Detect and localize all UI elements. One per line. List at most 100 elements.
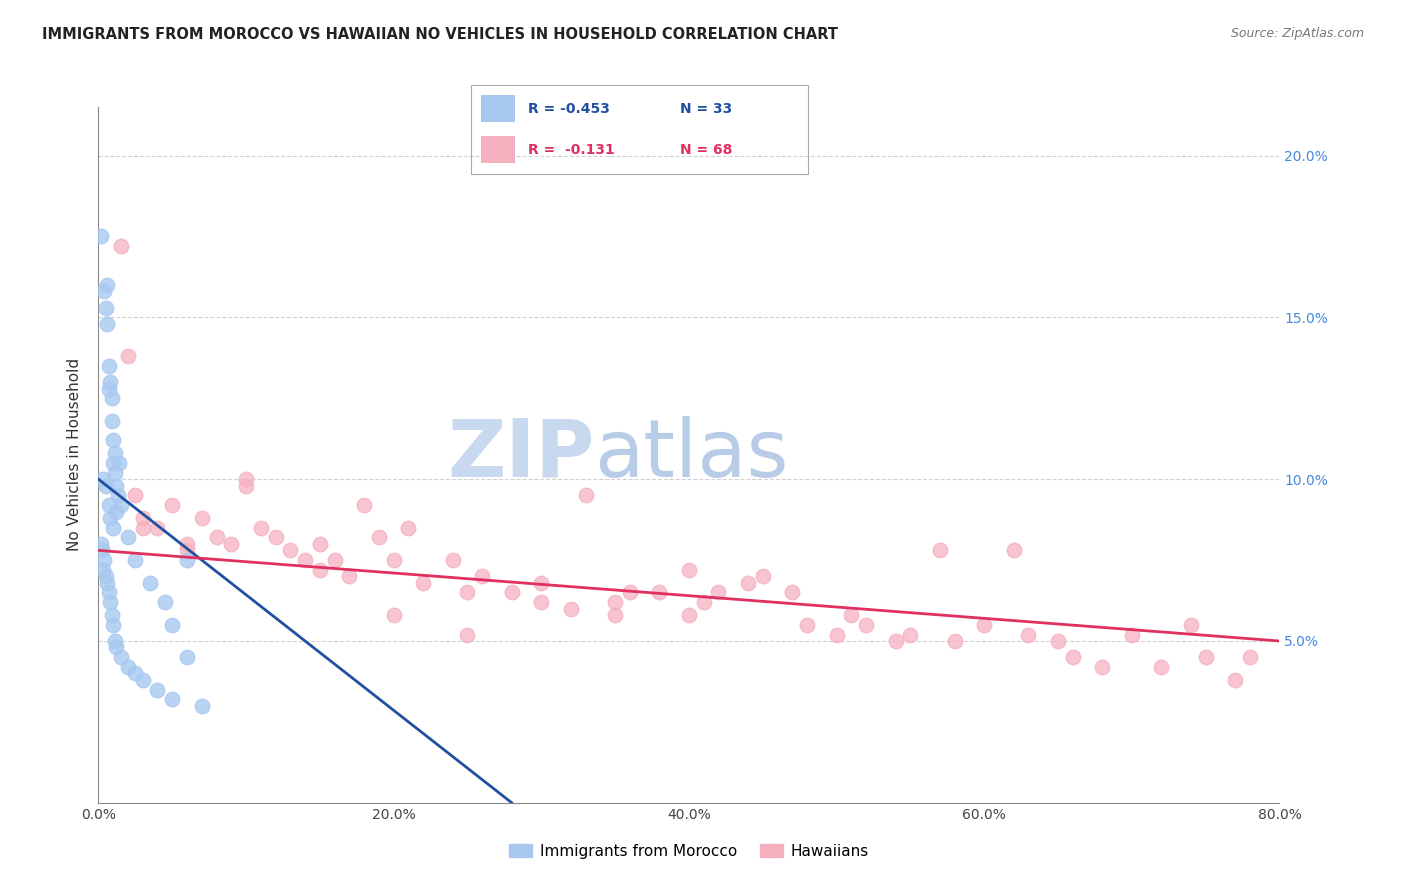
Point: [250, 521, 273, 535]
Text: R =  -0.131: R = -0.131: [529, 143, 614, 157]
Point: [176, 537, 198, 551]
Point: [97, 498, 120, 512]
Point: [100, 608, 122, 623]
Point: [103, 456, 125, 470]
Point: [176, 650, 198, 665]
Bar: [481, 136, 515, 163]
Text: N = 33: N = 33: [681, 102, 733, 116]
Point: [93, 553, 115, 567]
Point: [91, 472, 114, 486]
Point: [294, 553, 316, 567]
Point: [796, 617, 818, 632]
Point: [752, 569, 775, 583]
Point: [117, 660, 139, 674]
Point: [105, 478, 128, 492]
Point: [132, 521, 155, 535]
Point: [98, 595, 121, 609]
Point: [107, 488, 129, 502]
Point: [103, 521, 125, 535]
Point: [530, 595, 553, 609]
Point: [737, 575, 759, 590]
Point: [973, 617, 995, 632]
Point: [412, 575, 434, 590]
Point: [176, 553, 198, 567]
Point: [309, 563, 332, 577]
Point: [117, 349, 139, 363]
Point: [110, 498, 132, 512]
Point: [457, 585, 479, 599]
Point: [162, 617, 183, 632]
Point: [501, 585, 523, 599]
Point: [108, 456, 131, 470]
Point: [855, 617, 877, 632]
Point: [146, 682, 169, 697]
Bar: [481, 95, 515, 122]
Legend: Immigrants from Morocco, Hawaiians: Immigrants from Morocco, Hawaiians: [503, 838, 875, 864]
Y-axis label: No Vehicles in Household: No Vehicles in Household: [67, 359, 83, 551]
Text: N = 68: N = 68: [681, 143, 733, 157]
Point: [619, 585, 641, 599]
Point: [280, 543, 302, 558]
Point: [707, 585, 730, 599]
Point: [124, 553, 146, 567]
Point: [471, 569, 494, 583]
Point: [441, 553, 464, 567]
Point: [235, 478, 257, 492]
Point: [90, 229, 112, 244]
Point: [457, 627, 479, 641]
Point: [825, 627, 848, 641]
Point: [1225, 673, 1247, 687]
Text: R = -0.453: R = -0.453: [529, 102, 610, 116]
Point: [382, 608, 405, 623]
Point: [782, 585, 804, 599]
Point: [368, 531, 391, 545]
Point: [693, 595, 716, 609]
Point: [105, 640, 128, 655]
Point: [530, 575, 553, 590]
Text: atlas: atlas: [595, 416, 789, 494]
Point: [91, 543, 114, 558]
Point: [103, 617, 125, 632]
Point: [900, 627, 922, 641]
Point: [191, 511, 214, 525]
Point: [205, 531, 228, 545]
Point: [97, 359, 120, 373]
Point: [104, 446, 127, 460]
Text: ZIP: ZIP: [447, 416, 595, 494]
Point: [1150, 660, 1173, 674]
Point: [382, 553, 405, 567]
Point: [235, 472, 257, 486]
Point: [146, 521, 169, 535]
Point: [93, 285, 115, 299]
Point: [94, 301, 117, 315]
Point: [96, 278, 118, 293]
Point: [110, 239, 132, 253]
Point: [841, 608, 863, 623]
Point: [105, 504, 128, 518]
Point: [162, 692, 183, 706]
Point: [605, 595, 627, 609]
Point: [191, 698, 214, 713]
Point: [1195, 650, 1218, 665]
Point: [100, 392, 122, 406]
Point: [1062, 650, 1084, 665]
Point: [309, 537, 332, 551]
Point: [1239, 650, 1261, 665]
Point: [94, 569, 117, 583]
Point: [96, 317, 118, 331]
Point: [124, 488, 146, 502]
Point: [94, 478, 117, 492]
Point: [97, 585, 120, 599]
Point: [264, 531, 287, 545]
Point: [1002, 543, 1025, 558]
Point: [353, 498, 375, 512]
Point: [153, 595, 176, 609]
Point: [1047, 634, 1070, 648]
Point: [124, 666, 146, 681]
Point: [98, 511, 121, 525]
Point: [104, 466, 127, 480]
Point: [323, 553, 346, 567]
Point: [117, 531, 139, 545]
Point: [575, 488, 598, 502]
Point: [132, 511, 155, 525]
